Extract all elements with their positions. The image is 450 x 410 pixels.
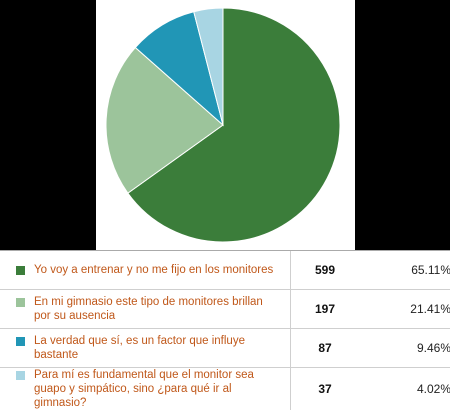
vote-percent: 9.46%	[359, 329, 450, 368]
vote-percent: 65.11%	[359, 251, 450, 290]
table-row: Para mí es fundamental que el monitor se…	[0, 368, 450, 410]
vote-count: 197	[291, 290, 360, 329]
legend-swatch	[16, 337, 25, 346]
legend-swatch	[16, 371, 25, 380]
vote-percent: 4.02%	[359, 368, 450, 410]
vote-count: 87	[291, 329, 360, 368]
background-frame-right	[355, 0, 450, 250]
legend-table: Yo voy a entrenar y no me fijo en los mo…	[0, 250, 450, 410]
background-frame-left	[0, 0, 96, 250]
table-row: En mi gimnasio este tipo de monitores br…	[0, 290, 450, 329]
pie-chart	[96, 0, 355, 250]
vote-count: 599	[291, 251, 360, 290]
vote-count: 37	[291, 368, 360, 410]
vote-percent: 21.41%	[359, 290, 450, 329]
legend-label: Para mí es fundamental que el monitor se…	[34, 368, 282, 410]
legend-label: Yo voy a entrenar y no me fijo en los mo…	[34, 263, 273, 277]
legend-label: En mi gimnasio este tipo de monitores br…	[34, 295, 282, 323]
table-row: Yo voy a entrenar y no me fijo en los mo…	[0, 251, 450, 290]
legend-swatch	[16, 298, 25, 307]
legend-label: La verdad que sí, es un factor que influ…	[34, 334, 282, 362]
legend-swatch	[16, 266, 25, 275]
pie-chart-area	[96, 0, 355, 250]
table-row: La verdad que sí, es un factor que influ…	[0, 329, 450, 368]
